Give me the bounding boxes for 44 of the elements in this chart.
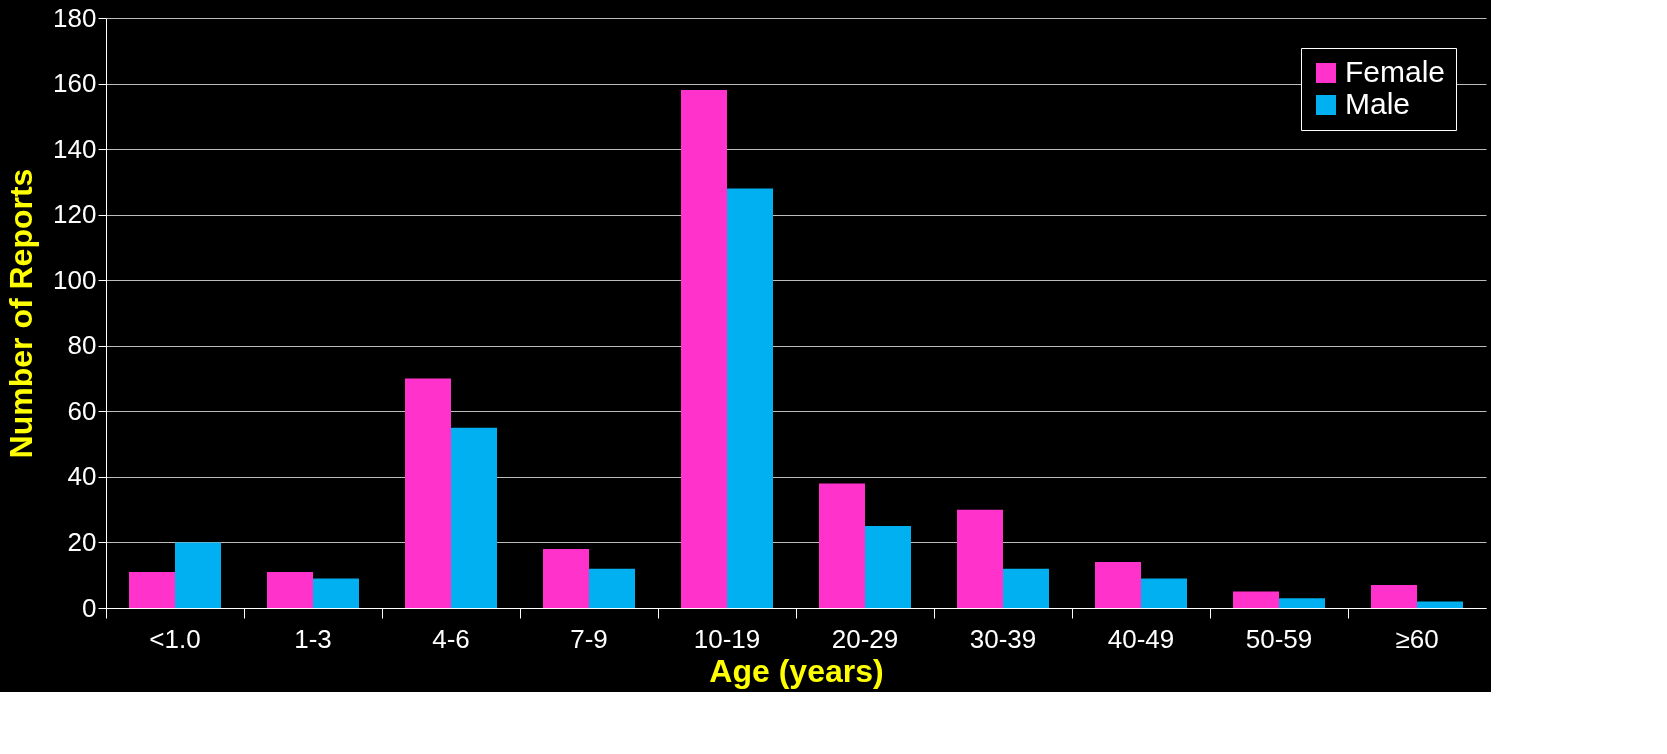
bar [129,571,175,608]
y-tick-label: 80 [67,330,97,361]
y-axis-title: Number of Reports [3,168,40,459]
x-tick-label: 1-3 [294,623,332,654]
legend-label: Male [1345,87,1411,120]
bar [1003,568,1049,608]
bar [727,188,773,608]
bar [1371,585,1417,608]
bar [451,427,497,608]
x-tick-label: 50-59 [1245,623,1313,654]
x-tick-label: ≥60 [1395,623,1439,654]
x-tick-label: 4-6 [432,623,470,654]
x-tick-label: 10-19 [693,623,761,654]
bar [1279,598,1325,608]
bar [175,542,221,608]
y-tick-label: 160 [53,68,97,99]
bar [865,526,911,608]
bar [543,549,589,608]
x-axis-title: Age (years) [709,652,884,689]
x-tick-label: 40-49 [1107,623,1175,654]
y-tick-label: 60 [67,395,97,426]
bar [681,90,727,608]
legend-label: Female [1345,55,1446,88]
bar [313,578,359,608]
x-tick-label: <1.0 [149,623,201,654]
x-tick-label: 20-29 [831,623,899,654]
bar [957,509,1003,608]
y-tick-label: 120 [53,199,97,230]
y-tick-label: 180 [53,2,97,33]
bar [589,568,635,608]
y-tick-label: 0 [82,592,97,623]
bar [1095,562,1141,608]
bar [405,378,451,608]
bar [267,571,313,608]
y-tick-label: 140 [53,133,97,164]
y-tick-label: 20 [67,526,97,557]
y-tick-label: 40 [67,461,97,492]
bar [1141,578,1187,608]
y-tick-label: 100 [53,264,97,295]
x-tick-label: 7-9 [570,623,608,654]
x-tick-label: 30-39 [969,623,1037,654]
bar [1417,601,1463,608]
bar [1233,591,1279,608]
bar [819,483,865,608]
